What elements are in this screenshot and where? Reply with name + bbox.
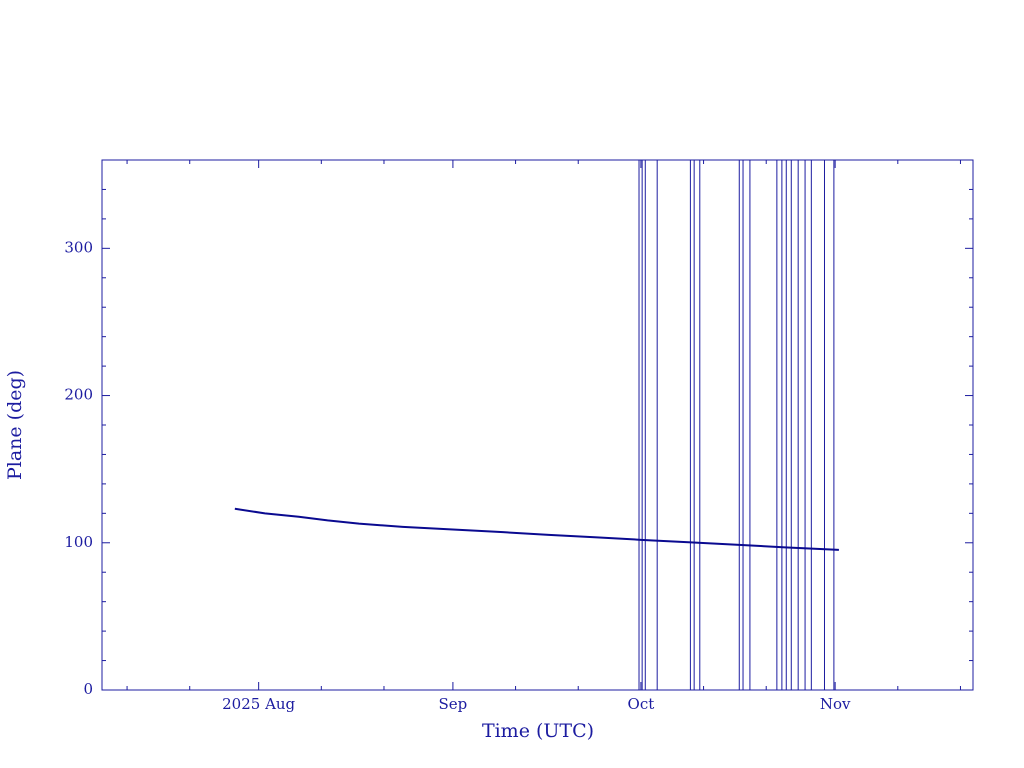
plot-frame [101, 159, 974, 691]
x-axis-label: Time (UTC) [482, 720, 594, 742]
x-tick-label: 2025 Aug [222, 695, 295, 713]
x-tick-label: Sep [439, 695, 468, 713]
y-tick-label: 200 [64, 386, 93, 404]
x-tick-label: Nov [820, 695, 851, 713]
y-axis-label: Plane (deg) [4, 370, 26, 480]
y-tick-label: 300 [64, 238, 93, 256]
y-tick-label: 100 [64, 533, 93, 551]
data-line [234, 507, 839, 551]
x-tick-label: Oct [628, 695, 655, 713]
y-tick-label: 0 [83, 680, 93, 698]
